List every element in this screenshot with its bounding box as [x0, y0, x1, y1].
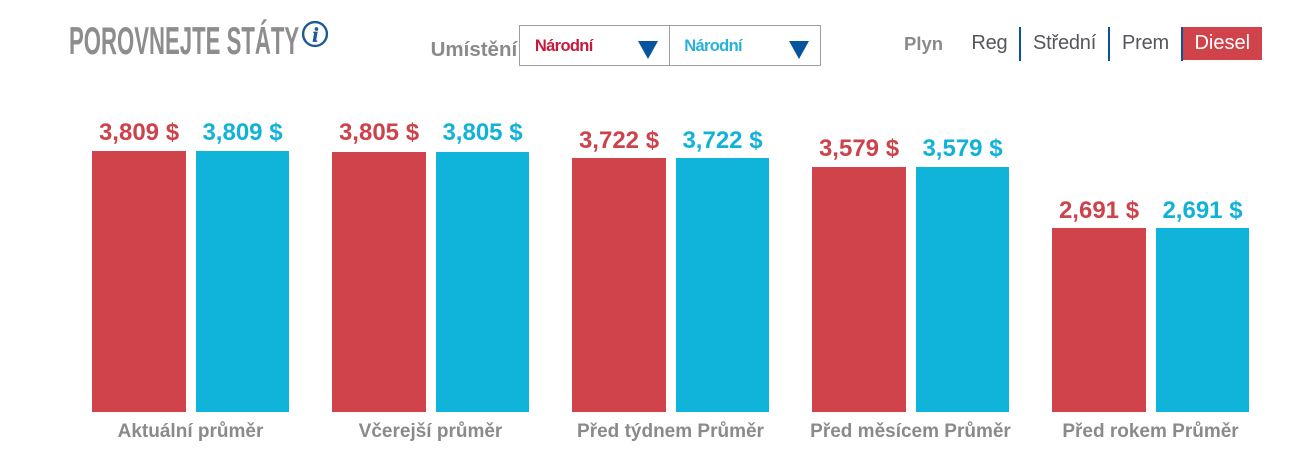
svg-text:i: i	[313, 25, 319, 47]
